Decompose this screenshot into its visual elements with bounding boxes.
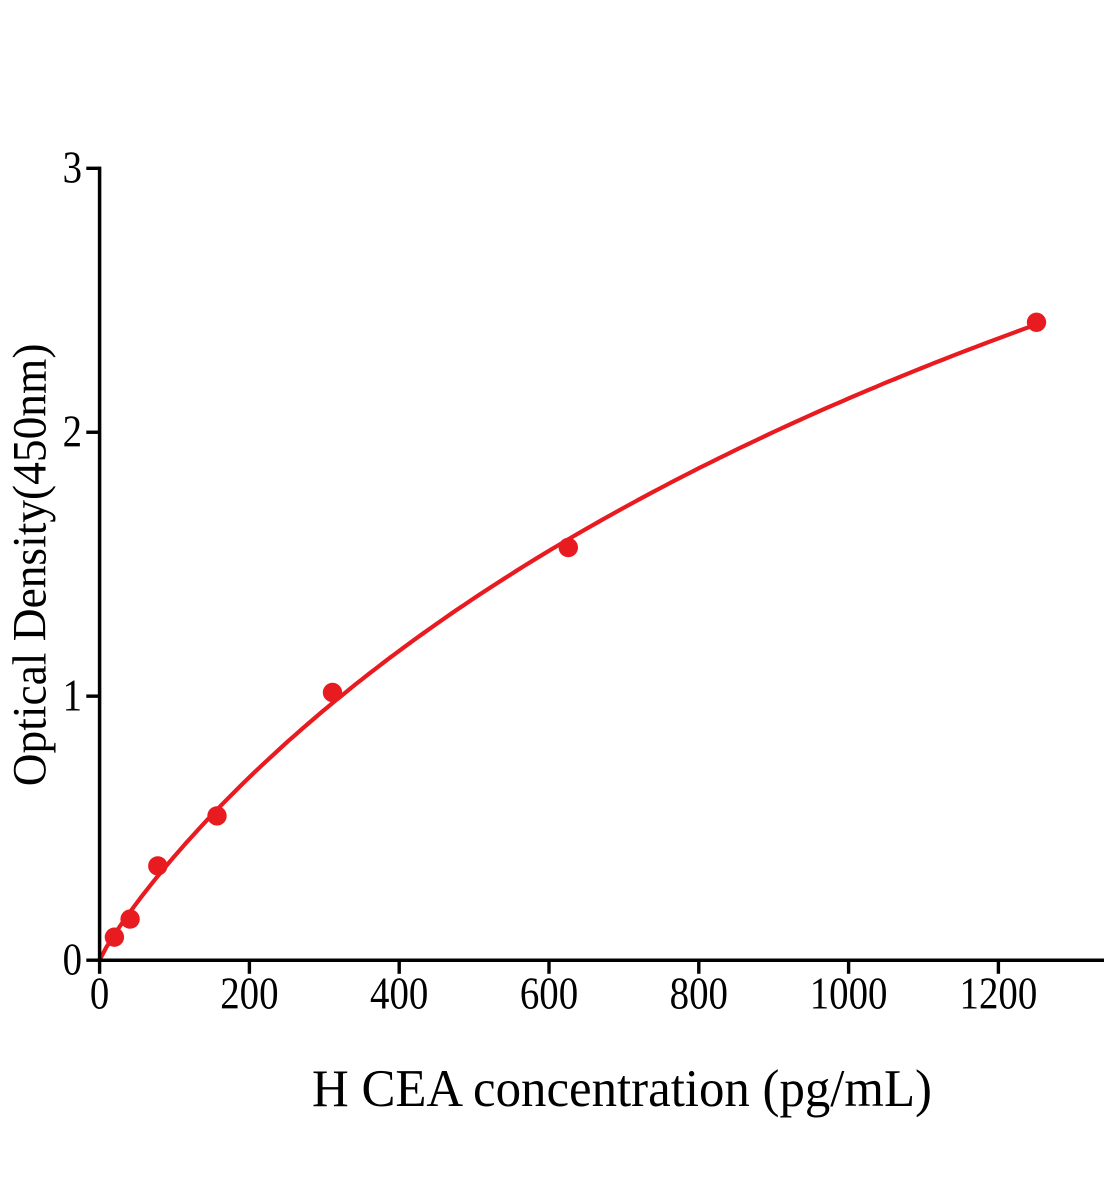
svg-text:2: 2 <box>63 407 82 457</box>
svg-text:Optical Density(450nm): Optical Density(450nm) <box>5 344 57 787</box>
svg-text:0: 0 <box>90 969 109 1019</box>
svg-text:200: 200 <box>220 969 278 1019</box>
svg-text:800: 800 <box>670 969 728 1019</box>
svg-text:1: 1 <box>63 670 82 720</box>
svg-text:600: 600 <box>520 969 578 1019</box>
svg-text:H CEA concentration (pg/mL): H CEA concentration (pg/mL) <box>312 1060 932 1118</box>
svg-text:400: 400 <box>370 969 428 1019</box>
svg-text:1200: 1200 <box>960 969 1038 1019</box>
svg-text:0: 0 <box>63 935 82 985</box>
svg-text:3: 3 <box>63 143 82 193</box>
svg-text:1000: 1000 <box>810 969 888 1019</box>
